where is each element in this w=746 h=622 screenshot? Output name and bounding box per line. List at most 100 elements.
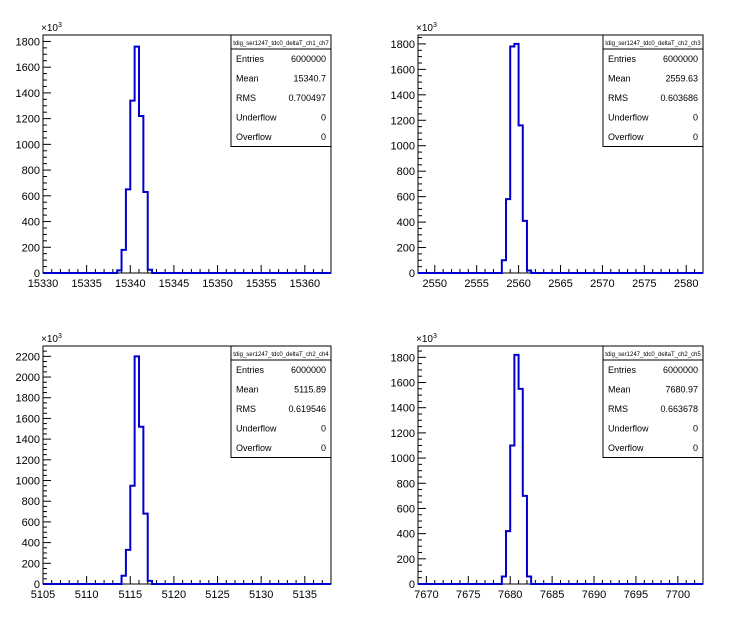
x-tick-label: 5135 <box>293 589 317 601</box>
y-tick-label: 1200 <box>16 455 40 467</box>
histogram-panel-1: 0 200 400 600 800 1000 1200 1400 1600 1800×103 153… <box>16 22 332 290</box>
multiplier-exponent: 3 <box>58 333 62 340</box>
y-tick-label: 1200 <box>391 115 415 127</box>
stats-value: 0 <box>321 132 326 142</box>
histogram-panel-2: 0 200 400 600 800 1000 1200 1400 1600 1800×103 255… <box>391 22 704 290</box>
stats-label: Mean <box>236 385 259 395</box>
x-tick-label: 5110 <box>75 589 99 601</box>
stats-value: 6000000 <box>663 365 698 375</box>
stats-value: 15340.7 <box>293 74 326 84</box>
x-tick-label: 7685 <box>540 589 564 601</box>
histogram-series <box>418 353 703 585</box>
y-tick-label: 800 <box>397 166 415 178</box>
stats-histogram-name: tdig_ser1247_tdc0_deltaT_ch2_ch3 <box>605 41 701 47</box>
multiplier-exponent: 3 <box>433 22 437 29</box>
histogram-panel-3: 0 200 400 600 800 1000 1200 1400 1600 1800 2000 220… <box>16 333 332 601</box>
stats-histogram-name: tdig_ser1247_tdc0_deltaT_ch2_ch5 <box>605 352 701 358</box>
y-tick-label: 400 <box>22 217 40 229</box>
stats-value: 0.700497 <box>288 93 326 103</box>
stats-label: Entries <box>236 54 265 64</box>
y-tick-label: 1000 <box>391 141 415 153</box>
multiplier-exponent: 3 <box>433 333 437 340</box>
y-tick-label: 1400 <box>16 434 40 446</box>
stats-box-frame <box>230 34 332 147</box>
y-tick-label: 1200 <box>16 114 40 126</box>
y-tick-label: 1800 <box>391 39 415 51</box>
stats-box-frame <box>230 345 332 458</box>
stats-label: Underflow <box>608 113 649 123</box>
stats-value: 0 <box>321 424 326 434</box>
stats-label: Underflow <box>236 113 277 123</box>
stats-box-frame <box>602 345 704 458</box>
y-tick-label: 1000 <box>391 453 415 465</box>
stats-label: RMS <box>236 404 256 414</box>
stats-box: tdig_ser1247_tdc0_deltaT_ch2_ch5 Entries 6… <box>602 345 704 458</box>
y-tick-label: 400 <box>397 529 415 541</box>
y-tick-label: 600 <box>22 517 40 529</box>
y-tick-label: 1400 <box>391 90 415 102</box>
x-tick-label: 5130 <box>249 589 273 601</box>
x-tick-label: 2560 <box>506 278 530 290</box>
y-tick-label: 1800 <box>391 352 415 364</box>
y-tick-label: 1200 <box>391 428 415 440</box>
y-tick-label: 600 <box>397 503 415 515</box>
stats-value: 0 <box>321 443 326 453</box>
y-tick-label: 1000 <box>16 476 40 488</box>
histogram-panel-4: 0 200 400 600 800 1000 1200 1400 1600 1800×103 767… <box>391 333 704 601</box>
x-tick-label: 7695 <box>624 589 648 601</box>
x-tick-label: 2575 <box>632 278 656 290</box>
x-tick-label: 5105 <box>31 589 55 601</box>
x-tick-label: 7675 <box>456 589 480 601</box>
x-tick-label: 15340 <box>115 278 146 290</box>
histogram-series <box>418 42 703 274</box>
y-tick-label: 0 <box>409 268 415 280</box>
y-axis-multiplier: ×103 <box>416 333 437 345</box>
stats-label: Mean <box>236 74 259 84</box>
x-tick-label: 2565 <box>548 278 572 290</box>
stats-value: 6000000 <box>663 54 698 64</box>
stats-label: Entries <box>608 365 637 375</box>
y-tick-label: 0 <box>34 579 40 591</box>
stats-label: RMS <box>608 93 628 103</box>
x-tick-label: 5115 <box>118 589 142 601</box>
stats-value: 0.663678 <box>660 404 698 414</box>
x-tick-label: 5125 <box>205 589 229 601</box>
stats-value: 0 <box>693 424 698 434</box>
stats-label: Mean <box>608 385 631 395</box>
y-tick-label: 1400 <box>391 403 415 415</box>
y-tick-label: 800 <box>22 165 40 177</box>
y-tick-label: 1800 <box>16 36 40 48</box>
y-tick-label: 200 <box>22 558 40 570</box>
x-tick-label: 7670 <box>414 589 438 601</box>
y-axis-multiplier: ×103 <box>41 22 62 34</box>
stats-histogram-name: tdig_ser1247_tdc0_deltaT_ch1_ch7 <box>233 41 329 47</box>
stats-label: Overflow <box>236 443 272 453</box>
stats-label: Entries <box>236 365 265 375</box>
stats-value: 7680.97 <box>665 385 698 395</box>
multiplier-base: ×10 <box>41 23 58 34</box>
x-tick-label: 15350 <box>202 278 233 290</box>
stats-box: tdig_ser1247_tdc0_deltaT_ch2_ch4 Entries 6… <box>230 345 332 458</box>
y-tick-label: 1000 <box>16 139 40 151</box>
stats-box: tdig_ser1247_tdc0_deltaT_ch1_ch7 Entries 6… <box>230 34 332 147</box>
stats-box: tdig_ser1247_tdc0_deltaT_ch2_ch3 Entries 6… <box>602 34 704 147</box>
x-tick-label: 15335 <box>71 278 102 290</box>
x-tick-label: 15360 <box>290 278 321 290</box>
stats-label: Underflow <box>236 424 277 434</box>
x-tick-label: 7680 <box>498 589 522 601</box>
multiplier-base: ×10 <box>416 23 433 34</box>
x-tick-label: 15355 <box>246 278 277 290</box>
y-tick-label: 200 <box>22 242 40 254</box>
stats-value: 6000000 <box>291 54 326 64</box>
y-tick-label: 0 <box>409 579 415 591</box>
stats-value: 0 <box>321 113 326 123</box>
y-tick-label: 2000 <box>16 372 40 384</box>
stats-label: RMS <box>236 93 256 103</box>
stats-value: 0.603686 <box>660 93 698 103</box>
multiplier-base: ×10 <box>416 334 433 345</box>
x-tick-label: 7700 <box>666 589 690 601</box>
x-tick-label: 2550 <box>423 278 447 290</box>
y-axis-multiplier: ×103 <box>416 22 437 34</box>
y-axis-multiplier: ×103 <box>41 333 62 345</box>
